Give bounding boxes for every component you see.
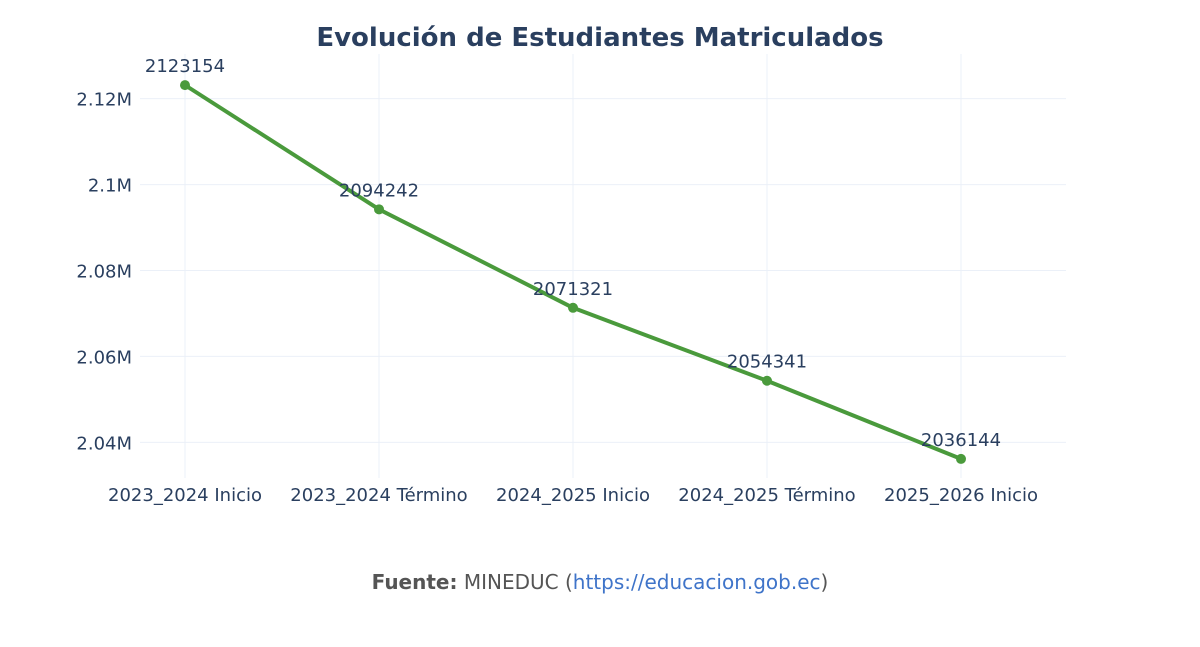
y-tick-label: 2.08M: [76, 262, 132, 283]
x-tick-label: 2023_2024 Inicio: [108, 485, 262, 506]
data-point: [180, 80, 190, 91]
data-label: 2054341: [727, 352, 807, 373]
axis-tick-labels: 2.04M 2.06M 2.08M 2.1M 2.12M 2023_2024 Inicio…: [76, 90, 1038, 506]
y-tick-label: 2.1M: [88, 176, 132, 197]
x-tick-label: 2025_2026 Inicio: [884, 485, 1038, 506]
data-label: 2036144: [921, 430, 1001, 451]
x-tick-label: 2023_2024 Término: [290, 485, 467, 506]
data-labels: 2123154 2094242 2071321 2054341 2036144: [145, 56, 1001, 451]
source-note: Fuente: MINEDUC (https://educacion.gob.e…: [0, 570, 1200, 594]
grid-lines: [140, 54, 1066, 478]
y-tick-label: 2.04M: [76, 433, 132, 454]
source-label: Fuente:: [371, 570, 458, 594]
source-name: MINEDUC (: [463, 570, 573, 594]
data-label: 2094242: [339, 180, 419, 201]
chart-title: Evolución de Estudiantes Matriculados: [316, 23, 883, 53]
y-tick-label: 2.12M: [76, 90, 132, 111]
data-point: [374, 204, 384, 215]
data-label: 2123154: [145, 56, 225, 77]
data-point: [568, 302, 578, 313]
source-close: ): [820, 570, 829, 594]
series-line-group: [180, 80, 966, 464]
data-point: [956, 453, 966, 464]
source-link[interactable]: https://educacion.gob.ec: [572, 570, 821, 594]
x-tick-label: 2024_2025 Término: [678, 485, 855, 506]
x-tick-label: 2024_2025 Inicio: [496, 485, 650, 506]
data-point: [762, 375, 772, 386]
y-tick-label: 2.06M: [76, 347, 132, 368]
data-label: 2071321: [533, 279, 613, 300]
